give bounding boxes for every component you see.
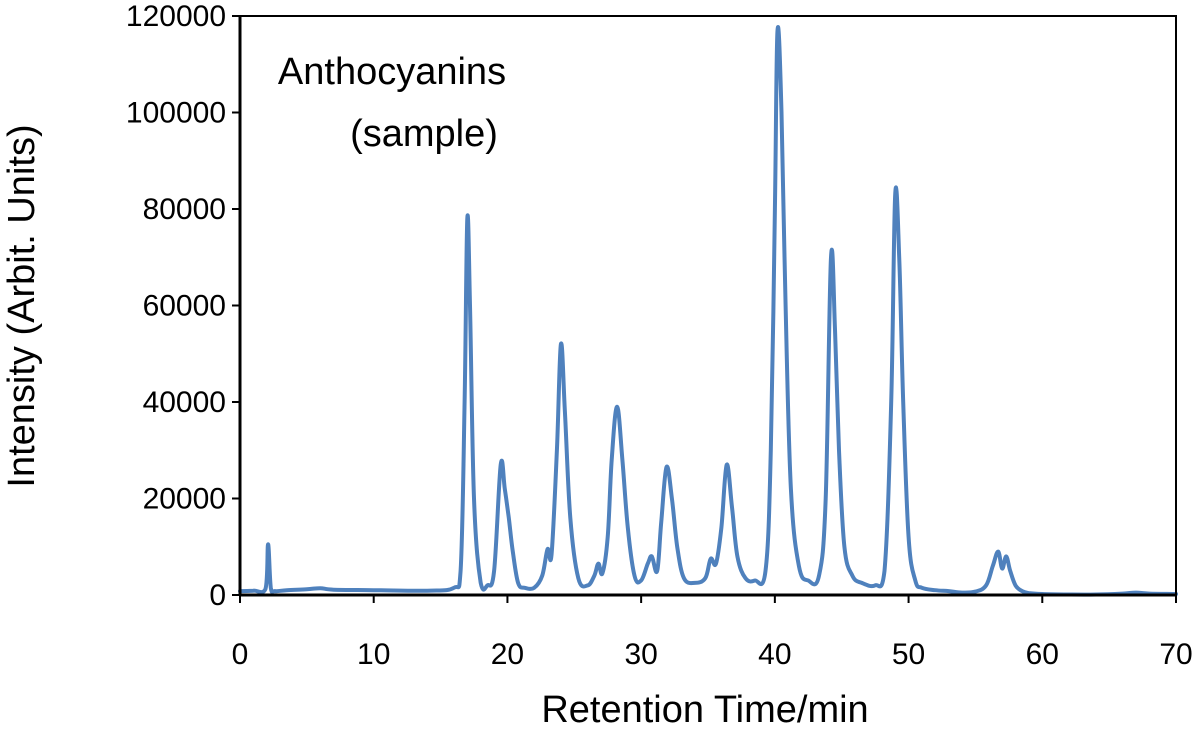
x-tick-label: 40 bbox=[758, 638, 791, 671]
x-axis-title: Retention Time/min bbox=[541, 689, 868, 731]
x-tick-label: 20 bbox=[491, 638, 524, 671]
x-tick-label: 0 bbox=[232, 638, 249, 671]
x-axis-ticks: 0 10 20 30 40 50 60 70 bbox=[232, 595, 1193, 671]
y-tick-label: 20000 bbox=[143, 483, 226, 516]
x-tick-label: 30 bbox=[624, 638, 657, 671]
y-tick-label: 120000 bbox=[126, 0, 226, 33]
y-axis-title: Intensity (Arbit. Units) bbox=[1, 124, 43, 487]
y-tick-label: 100000 bbox=[126, 97, 226, 130]
x-tick-label: 10 bbox=[357, 638, 390, 671]
y-tick-label: 60000 bbox=[143, 290, 226, 323]
chromatogram-line bbox=[238, 25, 1178, 597]
y-tick-label: 0 bbox=[209, 579, 226, 612]
x-tick-label: 50 bbox=[892, 638, 925, 671]
y-axis-ticks: 0 20000 40000 60000 80000 100000 120000 bbox=[126, 0, 240, 612]
y-tick-label: 80000 bbox=[143, 193, 226, 226]
annotation-line-2: (sample) bbox=[350, 113, 498, 155]
x-tick-label: 60 bbox=[1026, 638, 1059, 671]
y-tick-label: 40000 bbox=[143, 386, 226, 419]
annotation-line-1: Anthocyanins bbox=[278, 51, 506, 93]
x-tick-label: 70 bbox=[1159, 638, 1192, 671]
